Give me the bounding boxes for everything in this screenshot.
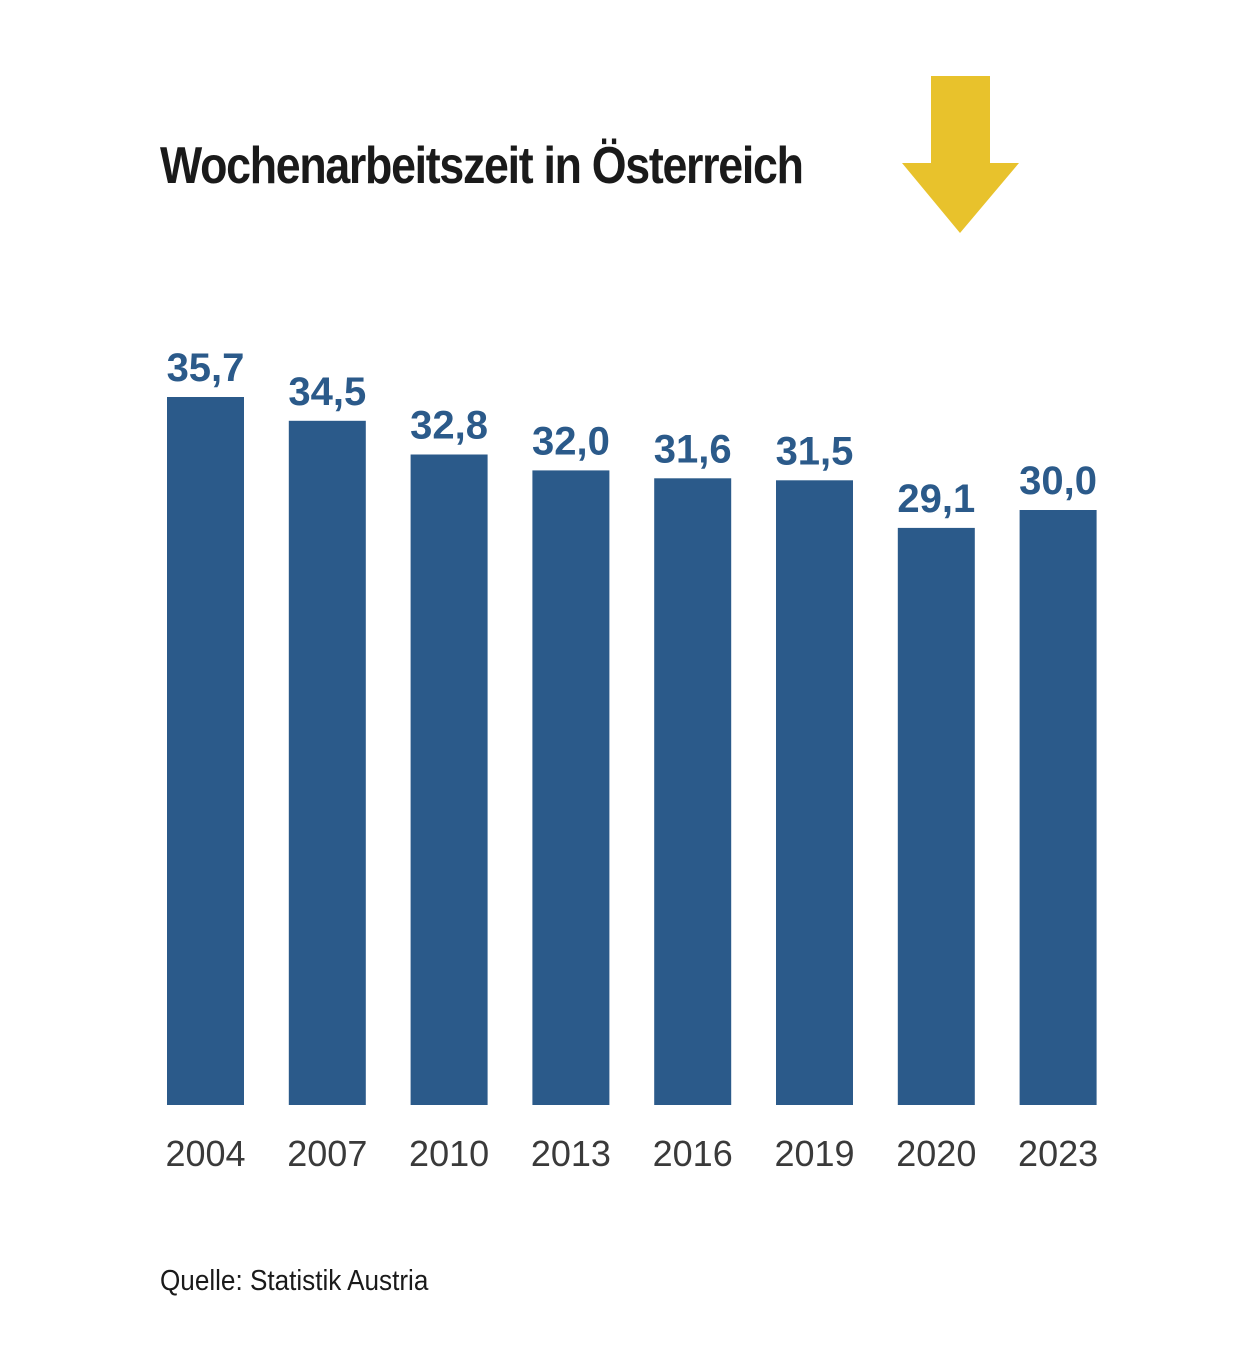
value-label-2004: 35,7	[167, 346, 245, 390]
category-label-2023: 2023	[1018, 1133, 1098, 1174]
category-label-2004: 2004	[165, 1133, 245, 1174]
category-label-2019: 2019	[774, 1133, 854, 1174]
value-label-2013: 32,0	[532, 419, 610, 463]
bar-2020	[897, 527, 975, 1105]
value-label-2023: 30,0	[1019, 459, 1097, 503]
bar-2023	[1019, 510, 1097, 1105]
bar-2010	[410, 454, 488, 1105]
category-label-2020: 2020	[896, 1133, 976, 1174]
category-label-2013: 2013	[531, 1133, 611, 1174]
value-label-2010: 32,8	[410, 404, 488, 448]
source-note: Quelle: Statistik Austria	[160, 1265, 429, 1297]
bar-2013	[532, 470, 610, 1105]
value-label-2016: 31,6	[654, 427, 732, 471]
category-label-2007: 2007	[287, 1133, 367, 1174]
bar-2007	[288, 420, 366, 1105]
chart-title: Wochenarbeitszeit in Österreich	[160, 137, 804, 195]
bar-2019	[776, 480, 853, 1105]
value-label-2007: 34,5	[288, 370, 366, 414]
value-label-2020: 29,1	[897, 477, 975, 521]
bar-2004	[167, 397, 244, 1105]
value-label-2019: 31,5	[776, 429, 854, 473]
category-label-2016: 2016	[653, 1133, 733, 1174]
category-label-2010: 2010	[409, 1133, 489, 1174]
bar-2016	[654, 478, 732, 1105]
